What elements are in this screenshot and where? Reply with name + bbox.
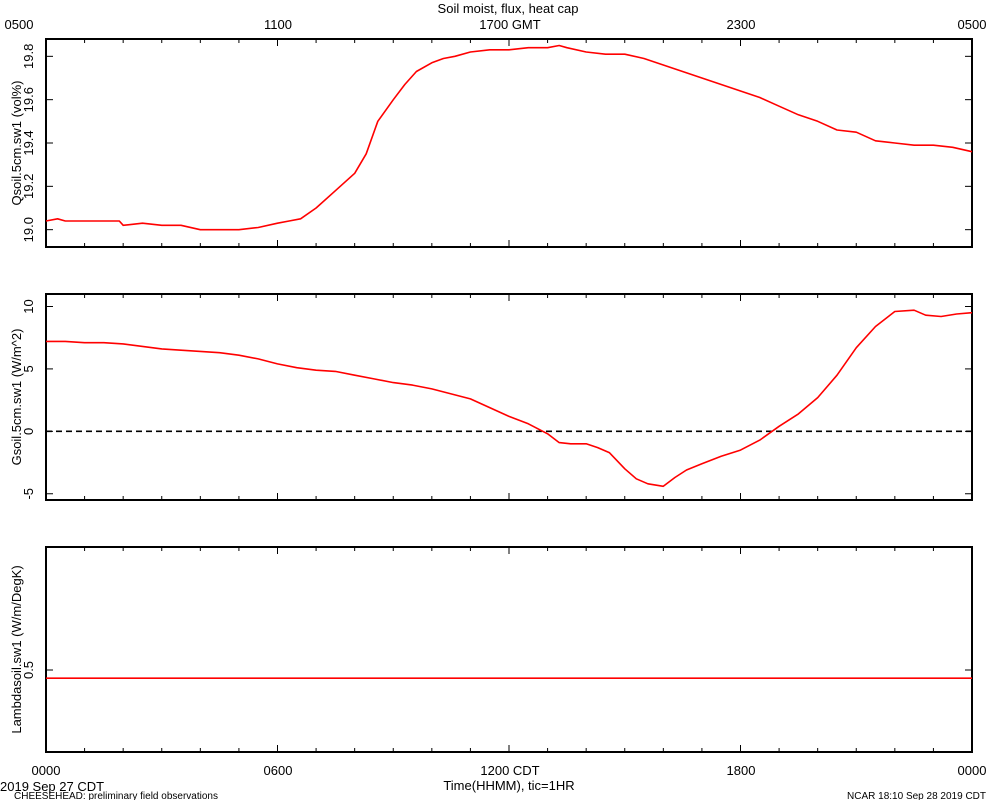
top-tick-label: 1100 [264, 17, 292, 32]
y-tick-label: 19.2 [21, 174, 36, 199]
bottom-tick-label: 1800 [727, 763, 756, 778]
x-axis-label: Time(HHMM), tic=1HR [443, 778, 574, 793]
series-line [46, 309, 973, 488]
footer-date: 2019 Sep 27 CDT [0, 779, 104, 794]
plot-frame [45, 38, 973, 248]
bottom-tick-label: 0000 [958, 763, 987, 778]
y-axis-label: Qsoil.5cm.sw1 (vol%) [9, 81, 24, 206]
bottom-axis-labels: 0000 0600 1200 CDT 1800 0000 [32, 763, 987, 778]
y-tick-label: 19.8 [21, 44, 36, 69]
top-tick-label: 0500 [958, 17, 987, 32]
bottom-tick-label: 0600 [264, 763, 293, 778]
top-tick-label: 0500 [5, 17, 34, 32]
footer-project: CHEESEHEAD: preliminary field observatio… [14, 791, 218, 800]
chart-title: Soil moist, flux, heat cap [438, 1, 579, 16]
panel-soil-heat-flux: -5 0 5 10 Gsoil.5cm.sw1 (W/m^2) [9, 293, 973, 501]
bottom-tick-label: 1200 CDT [480, 763, 539, 778]
top-tick-label: 1700 GMT [479, 17, 540, 32]
plot-frame [45, 546, 973, 753]
top-tick-label: 2300 [727, 17, 756, 32]
y-tick-label: 0 [21, 428, 36, 435]
y-tick-label: 19.4 [21, 130, 36, 155]
y-tick-label: 5 [21, 365, 36, 372]
top-axis-labels: 0500 1100 1700 GMT 2300 0500 [5, 17, 987, 32]
y-tick-label: -5 [21, 488, 36, 500]
y-tick-label: 19.0 [21, 217, 36, 242]
y-axis-label: Lambdasoil.sw1 (W/m/DegK) [9, 565, 24, 733]
y-tick-label: 10 [21, 299, 36, 313]
y-axis-label: Gsoil.5cm.sw1 (W/m^2) [9, 329, 24, 466]
panel-soil-moisture: 19.0 19.2 19.4 19.6 19.8 Qsoil.5cm.sw1 (vol%) [9, 38, 973, 248]
bottom-tick-label: 0000 [32, 763, 61, 778]
series-line [45, 44, 973, 231]
footer-stamp: NCAR 18:10 Sep 28 2019 CDT [847, 791, 986, 800]
y-tick-label: 0.5 [21, 661, 36, 679]
y-tick-label: 19.6 [21, 87, 36, 112]
plot-frame [45, 293, 973, 501]
